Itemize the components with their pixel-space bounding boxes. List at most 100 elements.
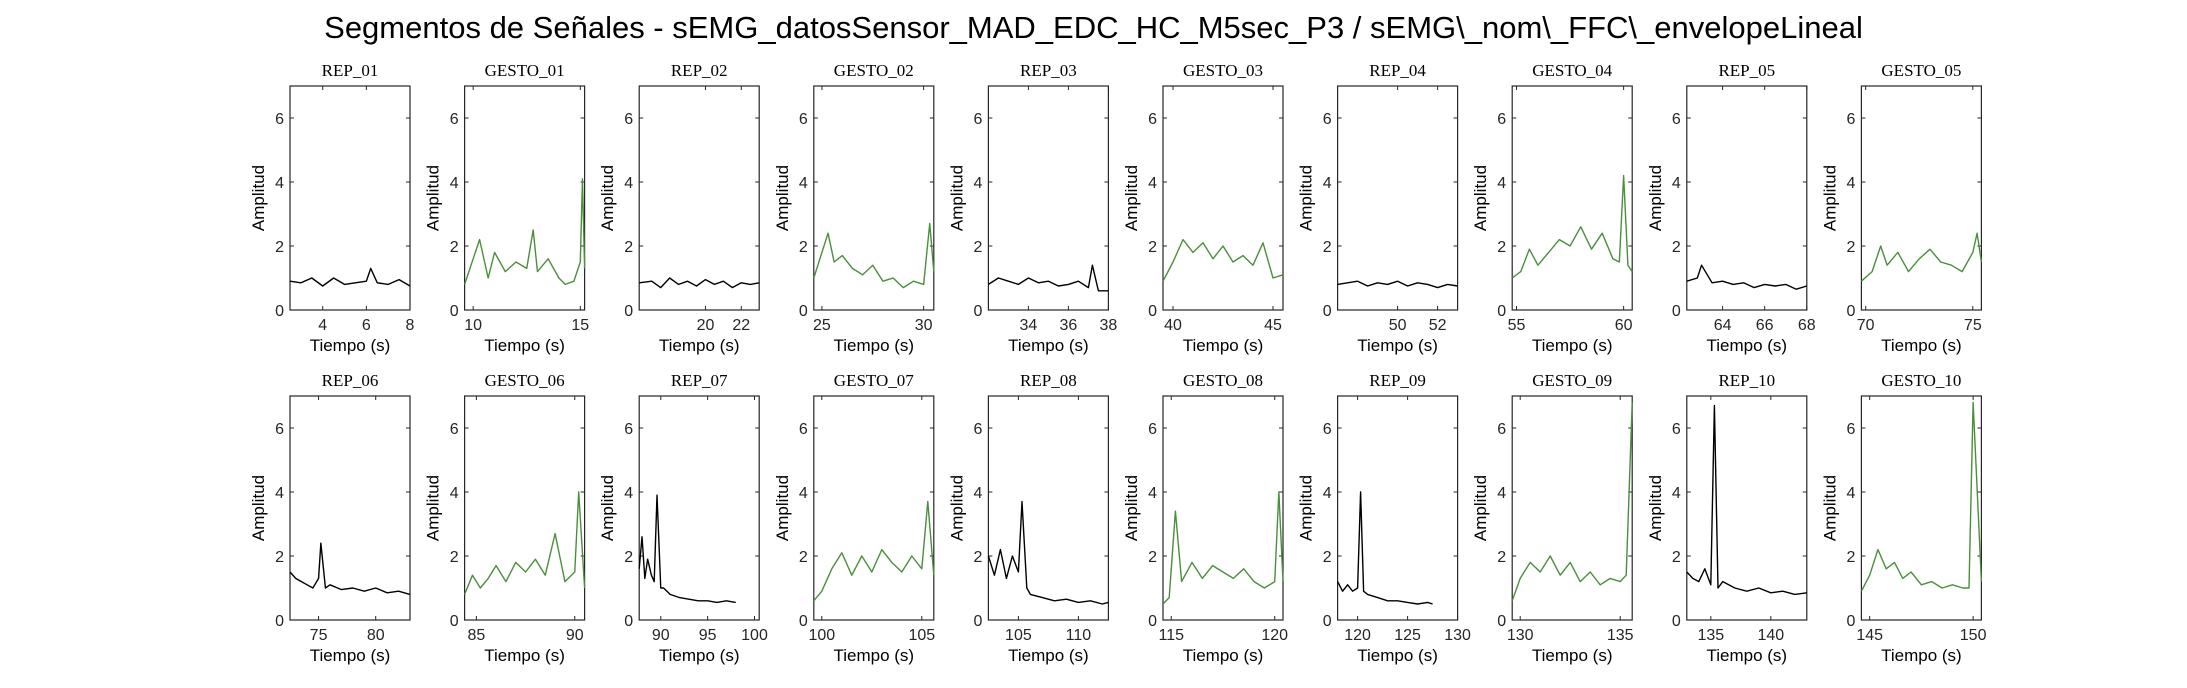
subplot-title: REP_06 [322, 371, 379, 390]
axes-box [1686, 395, 1808, 621]
y-axis-label: Amplitud [598, 165, 617, 231]
x-axis-label: Tiempo (s) [1183, 336, 1264, 355]
series-line [1686, 264, 1808, 290]
x-tick-label: 90 [652, 627, 670, 644]
x-tick-label: 85 [468, 627, 486, 644]
y-axis-label: Amplitud [1122, 475, 1141, 541]
y-tick-label: 0 [1497, 613, 1506, 630]
y-tick-label: 4 [624, 485, 633, 502]
series-line [463, 491, 586, 595]
x-axis-label: Tiempo (s) [833, 336, 914, 355]
y-tick-label: 2 [450, 549, 459, 566]
subplot-rep-07: 0 2 4 6 90 95 100 REP_07 Tiempo (s) Amplitud [598, 371, 768, 665]
y-tick-label: 4 [1323, 485, 1332, 502]
y-tick-label: 0 [799, 613, 808, 630]
subplot-title: GESTO_05 [1881, 61, 1961, 80]
y-tick-label: 4 [450, 485, 459, 502]
x-tick-label: 75 [310, 627, 328, 644]
x-tick-label: 25 [813, 317, 831, 334]
subplot-rep-10: 0 2 4 6 135 140 REP_10 Tiempo (s) Amplitud [1646, 371, 1808, 665]
x-tick-label: 10 [464, 317, 482, 334]
series-line [1860, 401, 1983, 592]
y-tick-label: 4 [1497, 485, 1506, 502]
axes-box [464, 85, 586, 311]
y-tick-label: 4 [450, 175, 459, 192]
x-axis-label: Tiempo (s) [1008, 336, 1089, 355]
subplot-gesto-04: 0 2 4 6 55 60 GESTO_04 Tiempo (s) Amplitud [1471, 61, 1633, 355]
x-axis-label: Tiempo (s) [1183, 646, 1264, 665]
y-axis-label: Amplitud [1471, 475, 1490, 541]
subplot-title: GESTO_08 [1183, 371, 1263, 390]
x-axis-label: Tiempo (s) [1706, 336, 1787, 355]
axes-box [987, 395, 1110, 621]
y-axis-label: Amplitud [598, 475, 617, 541]
y-tick-label: 0 [1497, 303, 1506, 320]
subplot-title: GESTO_02 [834, 61, 914, 80]
y-tick-label: 2 [1672, 239, 1681, 256]
series-line [988, 264, 1109, 292]
subplot-gesto-03: 0 2 4 6 40 45 GESTO_03 Tiempo (s) Amplitud [1122, 61, 1284, 355]
subplot-gesto-01: 0 2 4 6 10 15 GESTO_01 Tiempo (s) Amplitud [424, 61, 590, 355]
axes-box [1511, 85, 1633, 311]
axes-box [289, 395, 411, 621]
x-axis-label: Tiempo (s) [1357, 646, 1438, 665]
subplot-gesto-07: 0 2 4 6 100 105 GESTO_07 Tiempo (s) Amplitud [773, 371, 935, 665]
x-tick-label: 34 [1020, 317, 1038, 334]
subplot-gesto-02: 0 2 4 6 25 30 GESTO_02 Tiempo (s) Amplitud [773, 61, 935, 355]
x-tick-label: 50 [1389, 317, 1407, 334]
y-tick-label: 2 [450, 239, 459, 256]
y-tick-label: 6 [450, 421, 459, 438]
subplot-title: GESTO_10 [1881, 371, 1961, 390]
subplot-title: REP_07 [671, 371, 728, 390]
y-tick-label: 6 [1323, 421, 1332, 438]
y-tick-label: 2 [275, 239, 284, 256]
x-tick-label: 110 [1066, 627, 1092, 644]
x-tick-label: 30 [915, 317, 933, 334]
y-axis-label: Amplitud [1646, 475, 1665, 541]
x-tick-label: 55 [1508, 317, 1526, 334]
x-axis-label: Tiempo (s) [310, 646, 391, 665]
x-tick-label: 135 [1607, 627, 1634, 644]
x-tick-label: 36 [1060, 317, 1078, 334]
series-line [1336, 491, 1433, 605]
subplot-title: GESTO_09 [1532, 371, 1612, 390]
y-tick-label: 2 [1323, 549, 1332, 566]
subplot-rep-05: 0 2 4 6 64 66 68 REP_05 Tiempo (s) Amplitud [1646, 61, 1816, 355]
y-axis-label: Amplitud [1820, 165, 1839, 231]
y-axis-label: Amplitud [1471, 165, 1490, 231]
x-tick-label: 40 [1164, 317, 1182, 334]
subplot-title: REP_08 [1020, 371, 1077, 390]
x-axis-label: Tiempo (s) [310, 336, 391, 355]
y-tick-label: 2 [1497, 549, 1506, 566]
subplot-title: REP_05 [1718, 61, 1775, 80]
y-tick-label: 0 [275, 613, 284, 630]
y-tick-label: 4 [1148, 485, 1157, 502]
y-tick-label: 6 [450, 111, 459, 128]
subplot-title: GESTO_07 [834, 371, 914, 390]
y-tick-label: 6 [1672, 421, 1681, 438]
x-tick-label: 80 [367, 627, 385, 644]
y-tick-label: 2 [1672, 549, 1681, 566]
y-tick-label: 0 [275, 303, 284, 320]
y-tick-label: 4 [799, 175, 808, 192]
y-tick-label: 2 [624, 549, 633, 566]
y-tick-label: 2 [1846, 549, 1855, 566]
y-tick-label: 4 [275, 175, 284, 192]
x-axis-label: Tiempo (s) [659, 336, 740, 355]
subplot-title: REP_03 [1020, 61, 1077, 80]
y-tick-label: 0 [624, 303, 633, 320]
y-tick-label: 2 [799, 239, 808, 256]
y-tick-label: 4 [624, 175, 633, 192]
x-tick-label: 38 [1100, 317, 1118, 334]
y-tick-label: 6 [1148, 421, 1157, 438]
y-tick-label: 6 [624, 421, 633, 438]
y-tick-label: 2 [624, 239, 633, 256]
axes-box [1162, 395, 1284, 621]
x-tick-label: 15 [571, 317, 589, 334]
y-axis-label: Amplitud [249, 475, 268, 541]
series-line [638, 494, 736, 604]
y-axis-label: Amplitud [1297, 475, 1316, 541]
y-tick-label: 0 [1148, 613, 1157, 630]
y-axis-label: Amplitud [249, 165, 268, 231]
series-line [639, 277, 760, 289]
